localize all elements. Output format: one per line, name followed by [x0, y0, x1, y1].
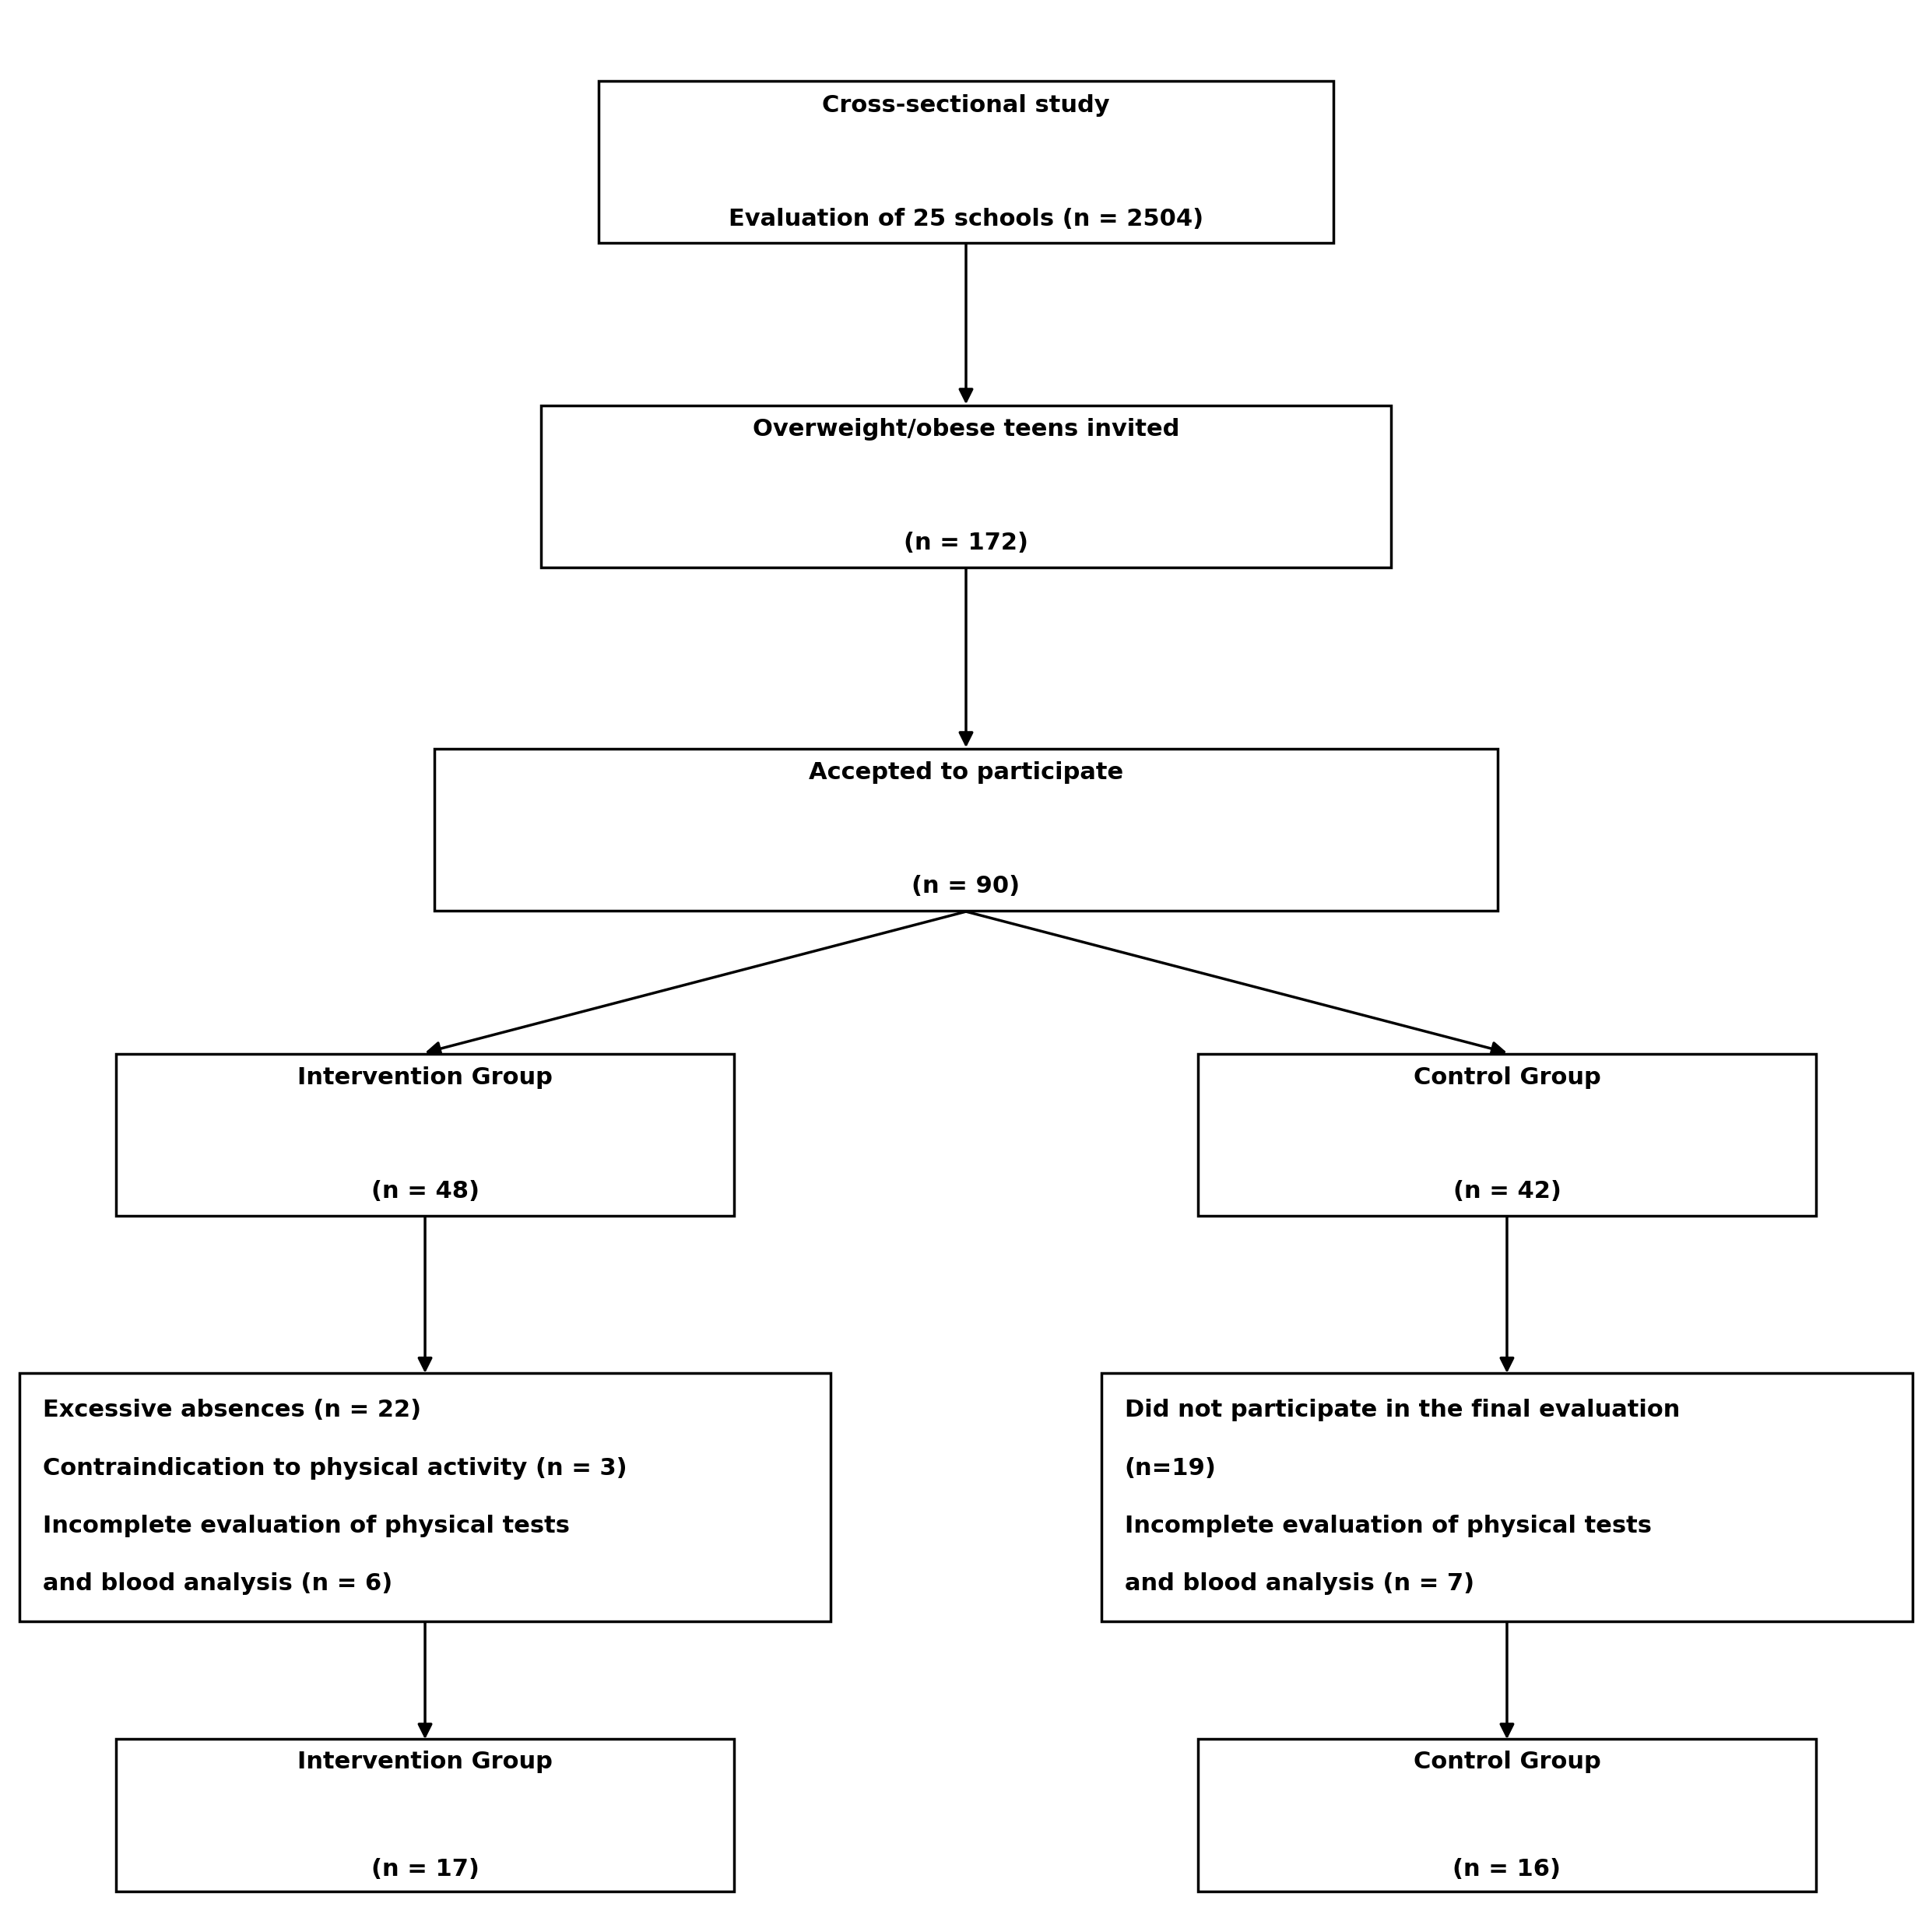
Text: Control Group: Control Group [1414, 1751, 1600, 1774]
Text: Overweight/obese teens invited: Overweight/obese teens invited [753, 418, 1179, 441]
Text: (n = 172): (n = 172) [904, 532, 1028, 555]
Text: (n=19): (n=19) [1124, 1457, 1215, 1480]
Bar [1198, 1053, 1816, 1217]
Text: Excessive absences (n = 22): Excessive absences (n = 22) [43, 1400, 421, 1421]
Bar [1198, 1739, 1816, 1892]
Bar [599, 80, 1333, 242]
Text: Incomplete evaluation of physical tests: Incomplete evaluation of physical tests [1124, 1514, 1652, 1537]
Text: Incomplete evaluation of physical tests: Incomplete evaluation of physical tests [43, 1514, 570, 1537]
Text: Intervention Group: Intervention Group [298, 1751, 553, 1774]
Text: (n = 42): (n = 42) [1453, 1180, 1561, 1203]
Bar [541, 406, 1391, 568]
Text: Contraindication to physical activity (n = 3): Contraindication to physical activity (n… [43, 1457, 626, 1480]
Text: Did not participate in the final evaluation: Did not participate in the final evaluat… [1124, 1400, 1679, 1421]
Bar [435, 748, 1497, 912]
Text: and blood analysis (n = 7): and blood analysis (n = 7) [1124, 1573, 1474, 1594]
Bar [116, 1739, 734, 1892]
Bar [116, 1053, 734, 1217]
Text: (n = 17): (n = 17) [371, 1857, 479, 1880]
Text: Cross-sectional study: Cross-sectional study [823, 93, 1109, 116]
Text: Control Group: Control Group [1414, 1066, 1600, 1089]
Text: (n = 16): (n = 16) [1453, 1857, 1561, 1880]
Text: Evaluation of 25 schools (n = 2504): Evaluation of 25 schools (n = 2504) [728, 208, 1204, 231]
Text: Accepted to participate: Accepted to participate [810, 761, 1122, 784]
Bar [19, 1373, 831, 1621]
Text: Intervention Group: Intervention Group [298, 1066, 553, 1089]
Text: (n = 90): (n = 90) [912, 875, 1020, 898]
Text: (n = 48): (n = 48) [371, 1180, 479, 1203]
Text: and blood analysis (n = 6): and blood analysis (n = 6) [43, 1573, 392, 1594]
Bar [1101, 1373, 1913, 1621]
